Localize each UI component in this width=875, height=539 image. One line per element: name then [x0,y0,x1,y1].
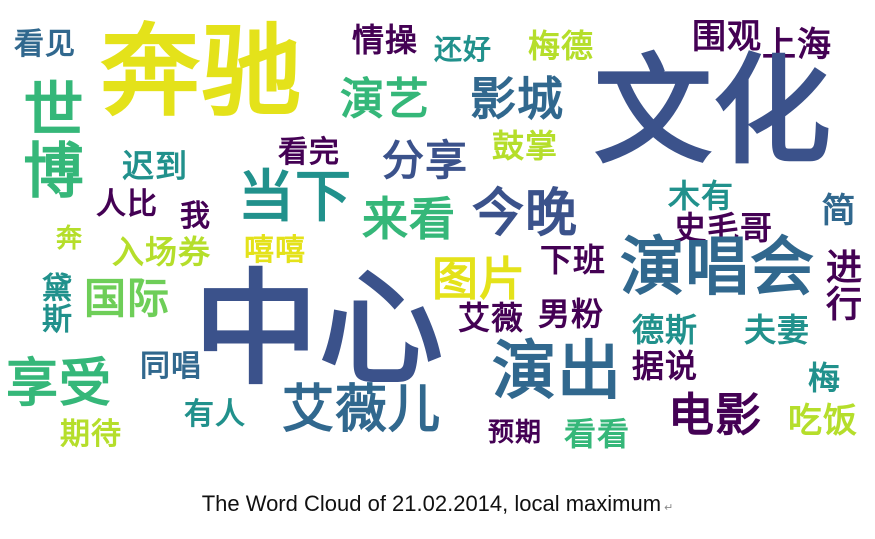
word: 电影 [668,388,762,442]
word: 我 [180,199,211,234]
word: 预期 [488,418,543,448]
word: 当下 [238,165,352,230]
word: 下班 [540,241,607,279]
word: 鼓掌 [492,127,559,165]
word: 国际 [84,274,171,323]
word: 今晚 [472,184,579,244]
word: 史毛哥 [674,209,774,247]
word: 看完 [278,135,340,170]
word: 影城 [470,72,564,126]
word: 黛斯 [36,272,71,334]
word: 还好 [434,33,493,66]
word: 图片 [432,252,526,306]
word: 享受 [6,354,113,414]
word-cloud: 看见 奔驰 世博 情操 还好 梅德 围观 上海 文化 演艺 影城 看完 分享 鼓… [6,13,861,453]
word: 据说 [632,347,699,385]
word: 夫妻 [744,311,811,349]
word: 分享 [382,136,469,185]
word: 期待 [60,417,122,452]
word: 德斯 [632,311,699,349]
word: 上海 [762,25,832,65]
word: 奔 [56,224,84,254]
word: 吃饭 [788,401,858,441]
word: 入场券 [112,233,212,271]
word: 梅 [808,359,842,397]
word: 演出 [492,335,622,409]
word: 中心 [194,258,445,402]
word: 迟到 [122,147,189,185]
word: 同唱 [140,349,202,384]
word: 嘻嘻 [244,233,306,268]
word: 人比 [96,187,158,222]
word: 木有 [668,177,735,215]
word: 进行 [820,248,861,322]
word: 看看 [564,415,631,453]
word: 艾薇儿 [282,380,442,440]
word: 演唱会 [620,231,815,305]
word: 梅德 [528,27,595,65]
return-mark-icon: ↵ [664,502,674,514]
word: 简 [815,192,855,227]
word: 文化 [594,42,833,180]
word: 看见 [14,27,76,62]
word: 演艺 [340,74,430,125]
word: 有人 [184,397,246,432]
word: 艾薇 [458,299,525,337]
word: 奔驰 [100,13,302,130]
word: 情操 [352,21,419,59]
word: 来看 [362,192,456,246]
word: 世博 [13,78,83,200]
word: 男粉 [538,295,605,333]
figure-caption: The Word Cloud of 21.02.2014, local maxi… [0,491,875,517]
caption-text: The Word Cloud of 21.02.2014, local maxi… [201,491,662,516]
word: 围观 [692,17,762,57]
